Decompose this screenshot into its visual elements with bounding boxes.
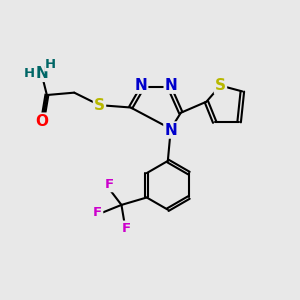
Text: N: N [35,66,48,81]
Text: N: N [165,78,178,93]
Text: F: F [104,178,113,191]
Text: S: S [94,98,105,112]
Text: H: H [45,58,56,70]
Text: N: N [164,122,177,137]
Text: N: N [134,78,147,93]
Text: H: H [23,67,34,80]
Text: F: F [122,222,131,235]
Text: O: O [35,114,48,129]
Text: F: F [93,206,102,219]
Text: S: S [215,78,226,93]
